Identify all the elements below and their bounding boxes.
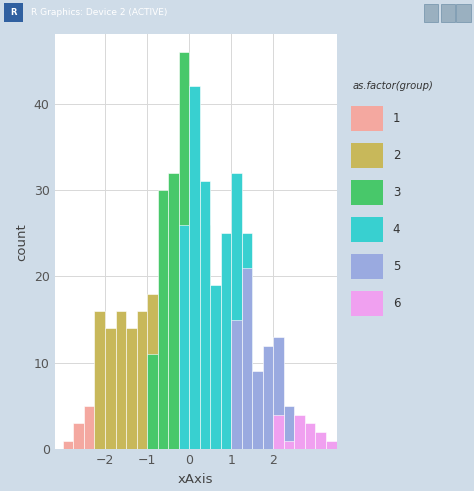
Bar [210,285,221,449]
Bar [126,328,137,449]
Bar [158,190,168,449]
Bar [168,173,179,449]
Bar [200,181,210,449]
Bar [294,415,305,449]
Text: R Graphics: Device 2 (ACTIVE): R Graphics: Device 2 (ACTIVE) [31,8,167,17]
FancyBboxPatch shape [351,106,383,131]
FancyBboxPatch shape [351,180,383,205]
Bar [231,320,242,449]
X-axis label: xAxis: xAxis [178,473,213,486]
Bar [94,311,105,449]
Text: 1: 1 [393,112,401,125]
Bar [263,346,273,449]
Bar [221,233,231,449]
Bar [305,423,316,449]
Bar [189,198,200,449]
Text: 4: 4 [393,223,401,236]
FancyBboxPatch shape [351,142,383,168]
Bar [147,354,158,449]
Bar [179,52,189,449]
Bar [105,328,116,449]
Bar [200,224,210,449]
Bar [137,311,147,449]
Bar [242,233,252,449]
Bar [63,440,73,449]
FancyBboxPatch shape [456,4,471,22]
Bar [242,268,252,449]
Text: 3: 3 [393,186,400,199]
Bar [273,415,284,449]
Bar [94,423,105,449]
Text: as.factor(group): as.factor(group) [352,82,433,91]
FancyBboxPatch shape [351,291,383,316]
Bar [326,440,337,449]
Text: 5: 5 [393,260,400,273]
Bar [116,311,126,449]
Bar [84,406,94,449]
Bar [284,440,294,449]
FancyBboxPatch shape [351,217,383,242]
FancyBboxPatch shape [4,3,23,23]
Bar [231,173,242,449]
Bar [105,423,116,449]
FancyBboxPatch shape [441,4,455,22]
FancyBboxPatch shape [424,4,438,22]
Bar [179,224,189,449]
FancyBboxPatch shape [351,254,383,279]
Bar [316,432,326,449]
Bar [284,406,294,449]
Bar [252,372,263,449]
Text: R: R [10,8,17,17]
Bar [73,423,84,449]
Bar [273,337,284,449]
Bar [158,354,168,449]
Bar [189,86,200,449]
Y-axis label: count: count [15,223,28,261]
Bar [147,294,158,449]
Text: 2: 2 [393,149,401,162]
Text: 6: 6 [393,297,401,310]
